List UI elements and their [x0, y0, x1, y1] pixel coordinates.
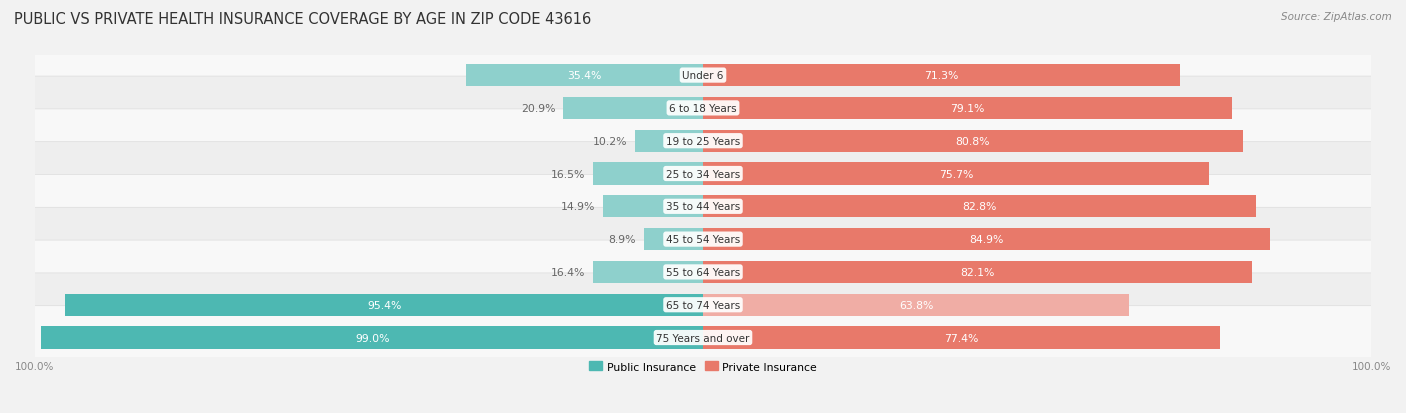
Text: 55 to 64 Years: 55 to 64 Years	[666, 267, 740, 277]
Bar	[703, 163, 1209, 185]
FancyBboxPatch shape	[31, 240, 1375, 304]
Text: 82.8%: 82.8%	[963, 202, 997, 212]
Text: 79.1%: 79.1%	[950, 104, 984, 114]
Bar	[636, 130, 703, 152]
Text: 77.4%: 77.4%	[945, 333, 979, 343]
FancyBboxPatch shape	[31, 175, 1375, 239]
Bar	[644, 228, 703, 251]
Text: 8.9%: 8.9%	[607, 235, 636, 244]
Text: 71.3%: 71.3%	[924, 71, 959, 81]
Bar	[593, 163, 703, 185]
Bar	[703, 294, 1129, 316]
Bar	[603, 196, 703, 218]
Text: 16.5%: 16.5%	[550, 169, 585, 179]
Text: 6 to 18 Years: 6 to 18 Years	[669, 104, 737, 114]
Text: 80.8%: 80.8%	[956, 136, 990, 146]
Text: 75.7%: 75.7%	[939, 169, 973, 179]
Bar	[703, 261, 1251, 283]
Text: Under 6: Under 6	[682, 71, 724, 81]
Bar	[703, 97, 1232, 120]
Bar	[41, 327, 703, 349]
Text: 25 to 34 Years: 25 to 34 Years	[666, 169, 740, 179]
Bar	[703, 228, 1271, 251]
Text: 63.8%: 63.8%	[898, 300, 934, 310]
Text: 95.4%: 95.4%	[367, 300, 401, 310]
Bar	[467, 65, 703, 87]
Bar	[593, 261, 703, 283]
Text: 65 to 74 Years: 65 to 74 Years	[666, 300, 740, 310]
FancyBboxPatch shape	[31, 273, 1375, 337]
Text: 19 to 25 Years: 19 to 25 Years	[666, 136, 740, 146]
FancyBboxPatch shape	[31, 44, 1375, 108]
Bar	[703, 327, 1220, 349]
Bar	[703, 130, 1243, 152]
Text: Source: ZipAtlas.com: Source: ZipAtlas.com	[1281, 12, 1392, 22]
Bar	[703, 196, 1257, 218]
Text: 99.0%: 99.0%	[354, 333, 389, 343]
Text: 10.2%: 10.2%	[592, 136, 627, 146]
FancyBboxPatch shape	[31, 306, 1375, 370]
Text: 35 to 44 Years: 35 to 44 Years	[666, 202, 740, 212]
FancyBboxPatch shape	[31, 109, 1375, 173]
Bar	[564, 97, 703, 120]
FancyBboxPatch shape	[31, 208, 1375, 271]
FancyBboxPatch shape	[31, 77, 1375, 140]
Text: 45 to 54 Years: 45 to 54 Years	[666, 235, 740, 244]
Text: 75 Years and over: 75 Years and over	[657, 333, 749, 343]
Text: 14.9%: 14.9%	[561, 202, 595, 212]
Text: 82.1%: 82.1%	[960, 267, 994, 277]
Bar	[703, 65, 1180, 87]
Text: 84.9%: 84.9%	[970, 235, 1004, 244]
FancyBboxPatch shape	[31, 142, 1375, 206]
Text: 16.4%: 16.4%	[551, 267, 585, 277]
Text: 20.9%: 20.9%	[520, 104, 555, 114]
Text: PUBLIC VS PRIVATE HEALTH INSURANCE COVERAGE BY AGE IN ZIP CODE 43616: PUBLIC VS PRIVATE HEALTH INSURANCE COVER…	[14, 12, 592, 27]
Text: 35.4%: 35.4%	[568, 71, 602, 81]
Bar	[66, 294, 703, 316]
Legend: Public Insurance, Private Insurance: Public Insurance, Private Insurance	[585, 357, 821, 376]
